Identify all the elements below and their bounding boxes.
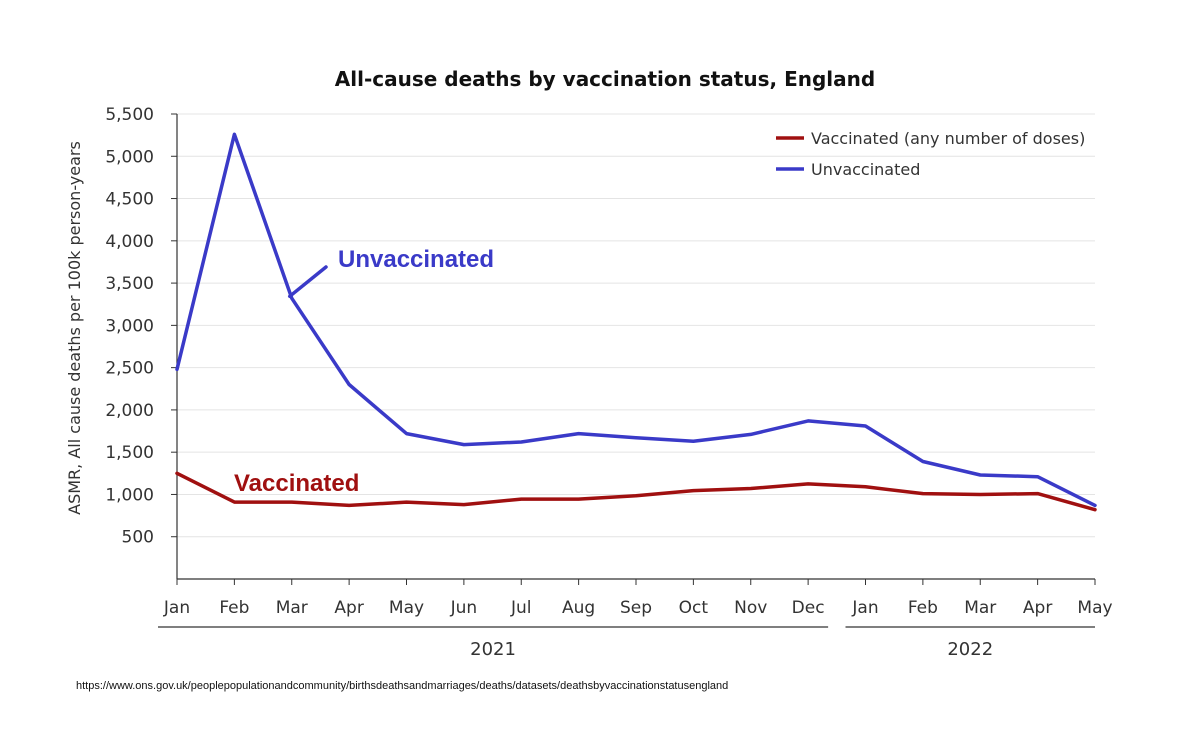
- annotation-pointer: [288, 265, 328, 299]
- chart-title: All-cause deaths by vaccination status, …: [335, 67, 875, 91]
- legend-label: Vaccinated (any number of doses): [811, 129, 1085, 148]
- x-tick-label: Feb: [219, 598, 249, 618]
- x-tick-label: Feb: [908, 598, 938, 618]
- y-tick-label: 3,500: [105, 274, 154, 294]
- y-tick-label: 1,000: [105, 485, 154, 505]
- y-axis: 500 1,000 1,500 2,000 2,500 3,000 3,500 4,000 4,…: [105, 105, 178, 579]
- series-line-vaccinated-any-number-of-doses: [175, 471, 1097, 512]
- x-tick-label: Sep: [620, 598, 652, 618]
- x-tick-label: Jan: [163, 598, 190, 618]
- series-line-unvaccinated: [175, 132, 1097, 508]
- y-axis-label: ASMR, All cause deaths per 100k person-y…: [65, 141, 84, 515]
- series-layer: [175, 132, 1097, 512]
- y-tick-label: 5,500: [105, 105, 154, 125]
- x-tick-label: Apr: [1023, 598, 1052, 618]
- x-tick-label: Oct: [679, 598, 709, 618]
- x-tick-label: May: [389, 598, 424, 618]
- x-tick-label: Apr: [334, 598, 363, 618]
- x-tick-label: Mar: [276, 598, 308, 618]
- annotation-unvaccinated: Unvaccinated: [338, 246, 494, 273]
- y-tick-label: 1,500: [105, 443, 154, 463]
- x-axis: Jan Feb Mar Apr May Jun Jul Aug Sep Oct Nov Dec Jan F…: [163, 578, 1113, 618]
- y-tick-label: 5,000: [105, 147, 154, 167]
- year-label: 2022: [947, 639, 993, 660]
- y-tick-label: 2,000: [105, 401, 154, 421]
- x-tick-label: Jan: [851, 598, 878, 618]
- y-tick-label: 2,500: [105, 359, 154, 379]
- annotation-vaccinated: Vaccinated: [234, 470, 359, 497]
- y-tick-label: 4,500: [105, 190, 154, 210]
- y-tick-label: 500: [122, 528, 154, 548]
- grid: [177, 113, 1095, 538]
- source-url: https://www.ons.gov.uk/peoplepopulationa…: [76, 680, 729, 692]
- annotations: Unvaccinated Vaccinated: [234, 246, 494, 497]
- x-tick-label: Jul: [510, 598, 532, 618]
- x-tick-label: Aug: [562, 598, 595, 618]
- x-tick-label: Dec: [792, 598, 825, 618]
- x-tick-label: Mar: [964, 598, 996, 618]
- x-tick-label: Jun: [450, 598, 478, 618]
- legend: Vaccinated (any number of doses) Unvaccin…: [776, 129, 1085, 179]
- y-tick-label: 3,000: [105, 316, 154, 336]
- x-tick-label: Nov: [734, 598, 767, 618]
- x-tick-label: May: [1077, 598, 1112, 618]
- year-groups: 2021 2022: [158, 626, 1095, 660]
- year-label: 2021: [470, 639, 516, 660]
- y-tick-label: 4,000: [105, 232, 154, 252]
- legend-label: Unvaccinated: [811, 160, 920, 179]
